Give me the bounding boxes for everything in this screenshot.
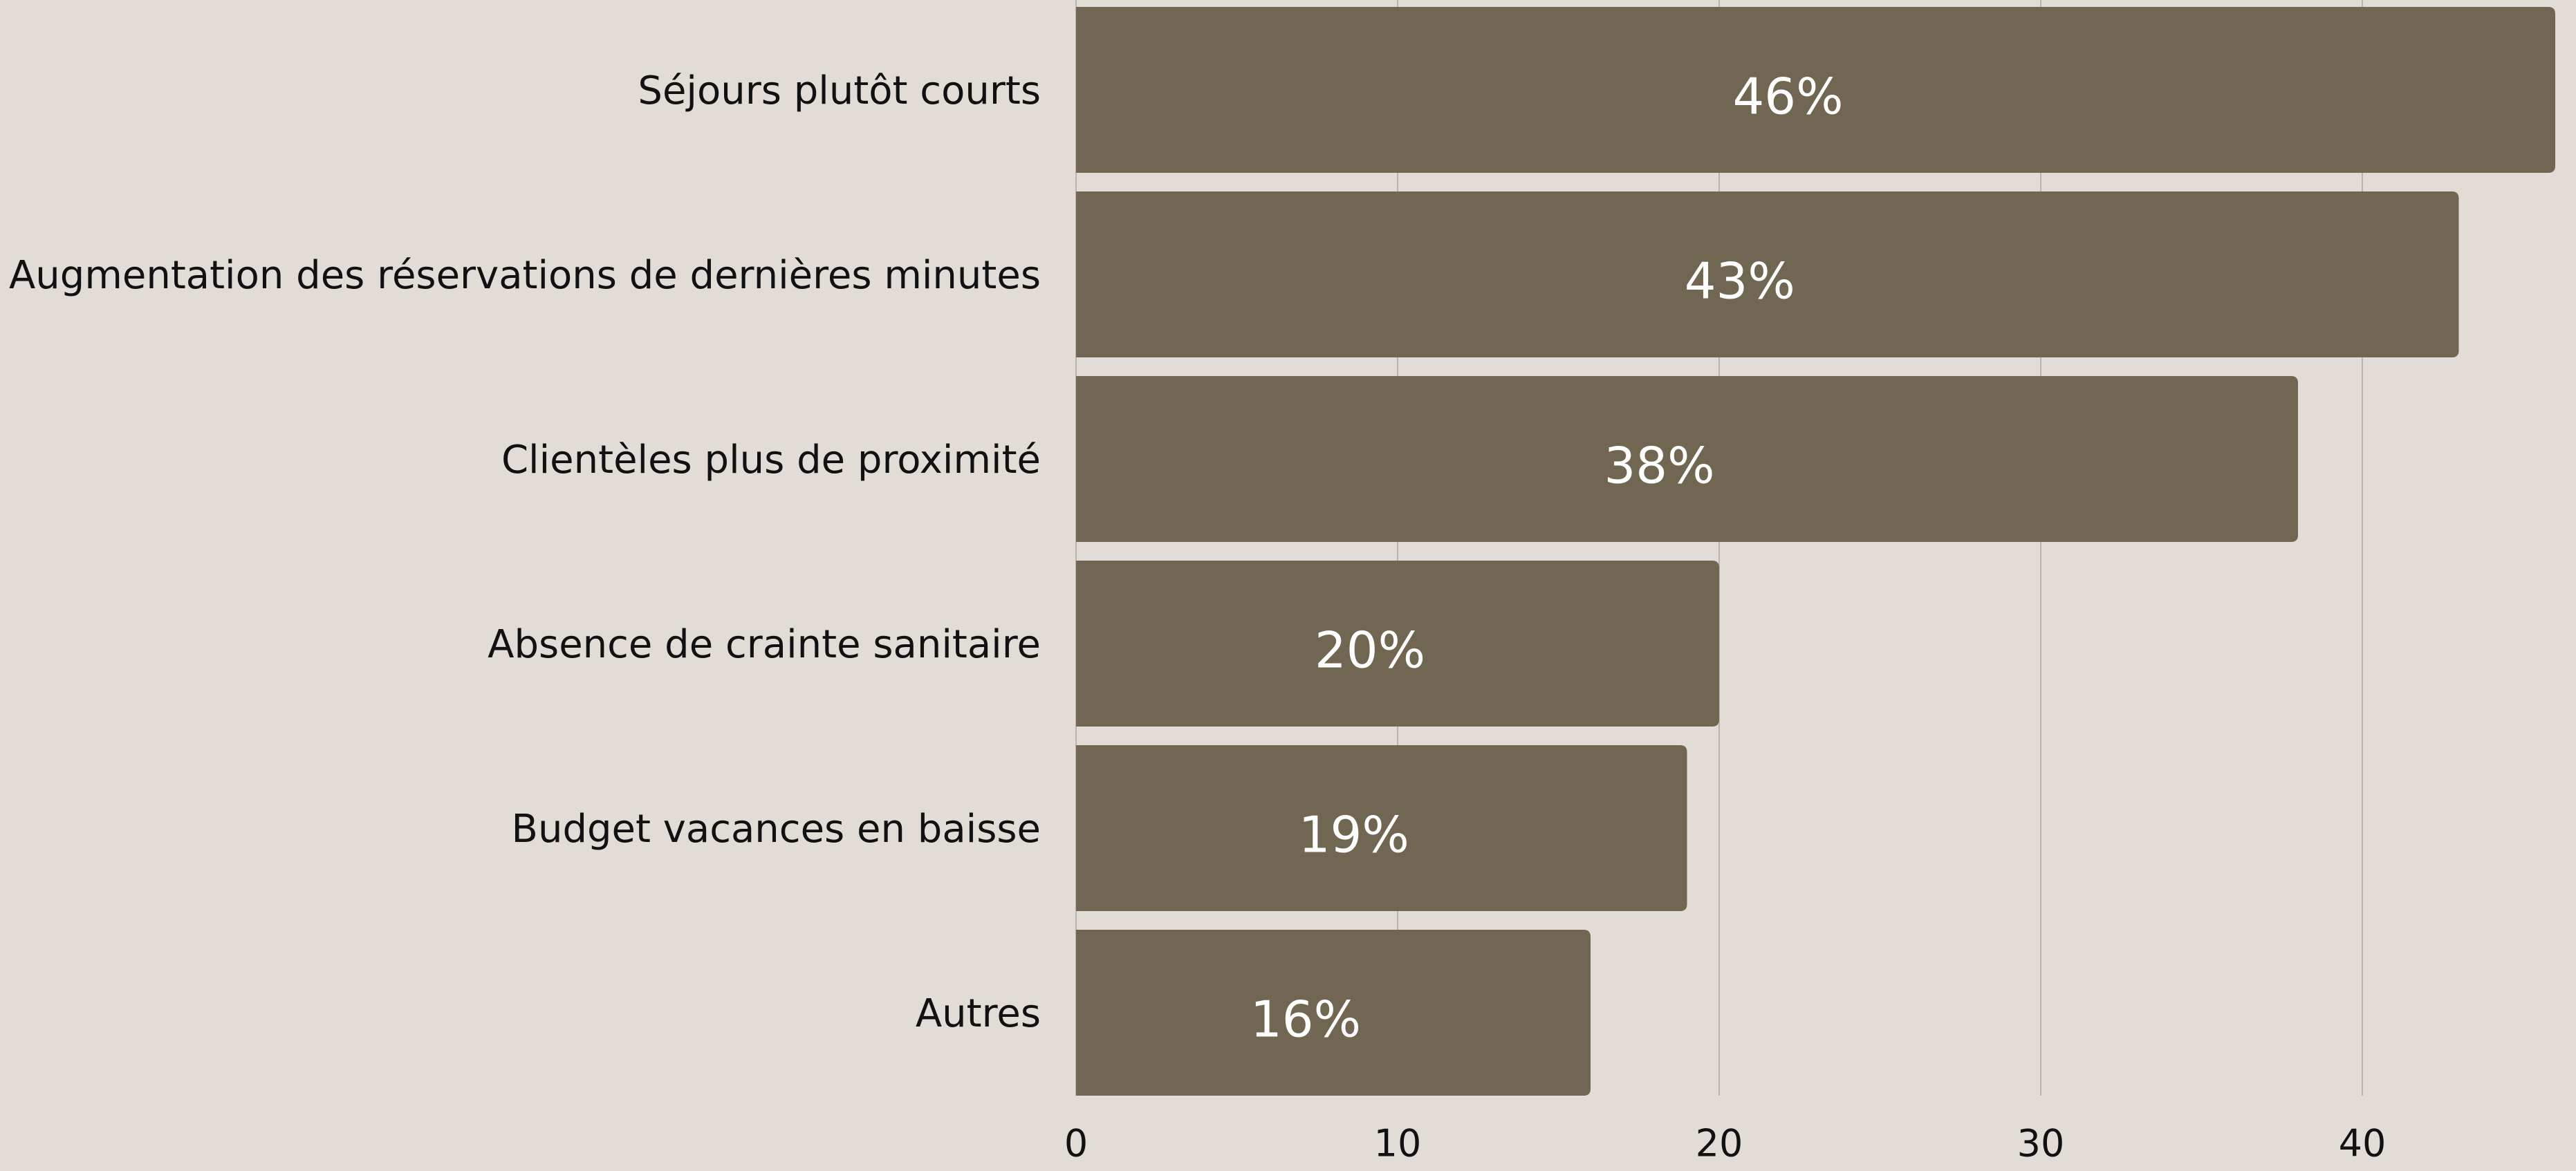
bar <box>1076 191 2459 357</box>
x-tick-label: 40 <box>2339 1122 2387 1165</box>
value-label: 16% <box>1250 991 1361 1049</box>
x-tick-label: 30 <box>2017 1122 2065 1165</box>
value-label: 43% <box>1685 252 1795 310</box>
category-label: Clientèles plus de proximité <box>501 438 1041 483</box>
category-label: Séjours plutôt courts <box>638 68 1041 113</box>
bar <box>1076 7 2555 173</box>
bar <box>1076 376 2298 542</box>
x-tick-label: 10 <box>1374 1122 1422 1165</box>
value-label: 38% <box>1604 437 1714 495</box>
bar <box>1076 930 1591 1096</box>
x-tick-label: 0 <box>1064 1122 1088 1165</box>
x-tick-label: 20 <box>1696 1122 1743 1165</box>
value-label: 19% <box>1299 806 1409 864</box>
value-label: 46% <box>1732 68 1843 126</box>
bar <box>1076 745 1687 911</box>
value-label: 20% <box>1315 621 1425 680</box>
category-label: Autres <box>916 991 1041 1036</box>
category-label: Absence de crainte sanitaire <box>488 622 1041 667</box>
category-label: Augmentation des réservations de dernièr… <box>9 253 1041 298</box>
category-label: Budget vacances en baisse <box>512 807 1041 852</box>
bar <box>1076 561 1719 727</box>
